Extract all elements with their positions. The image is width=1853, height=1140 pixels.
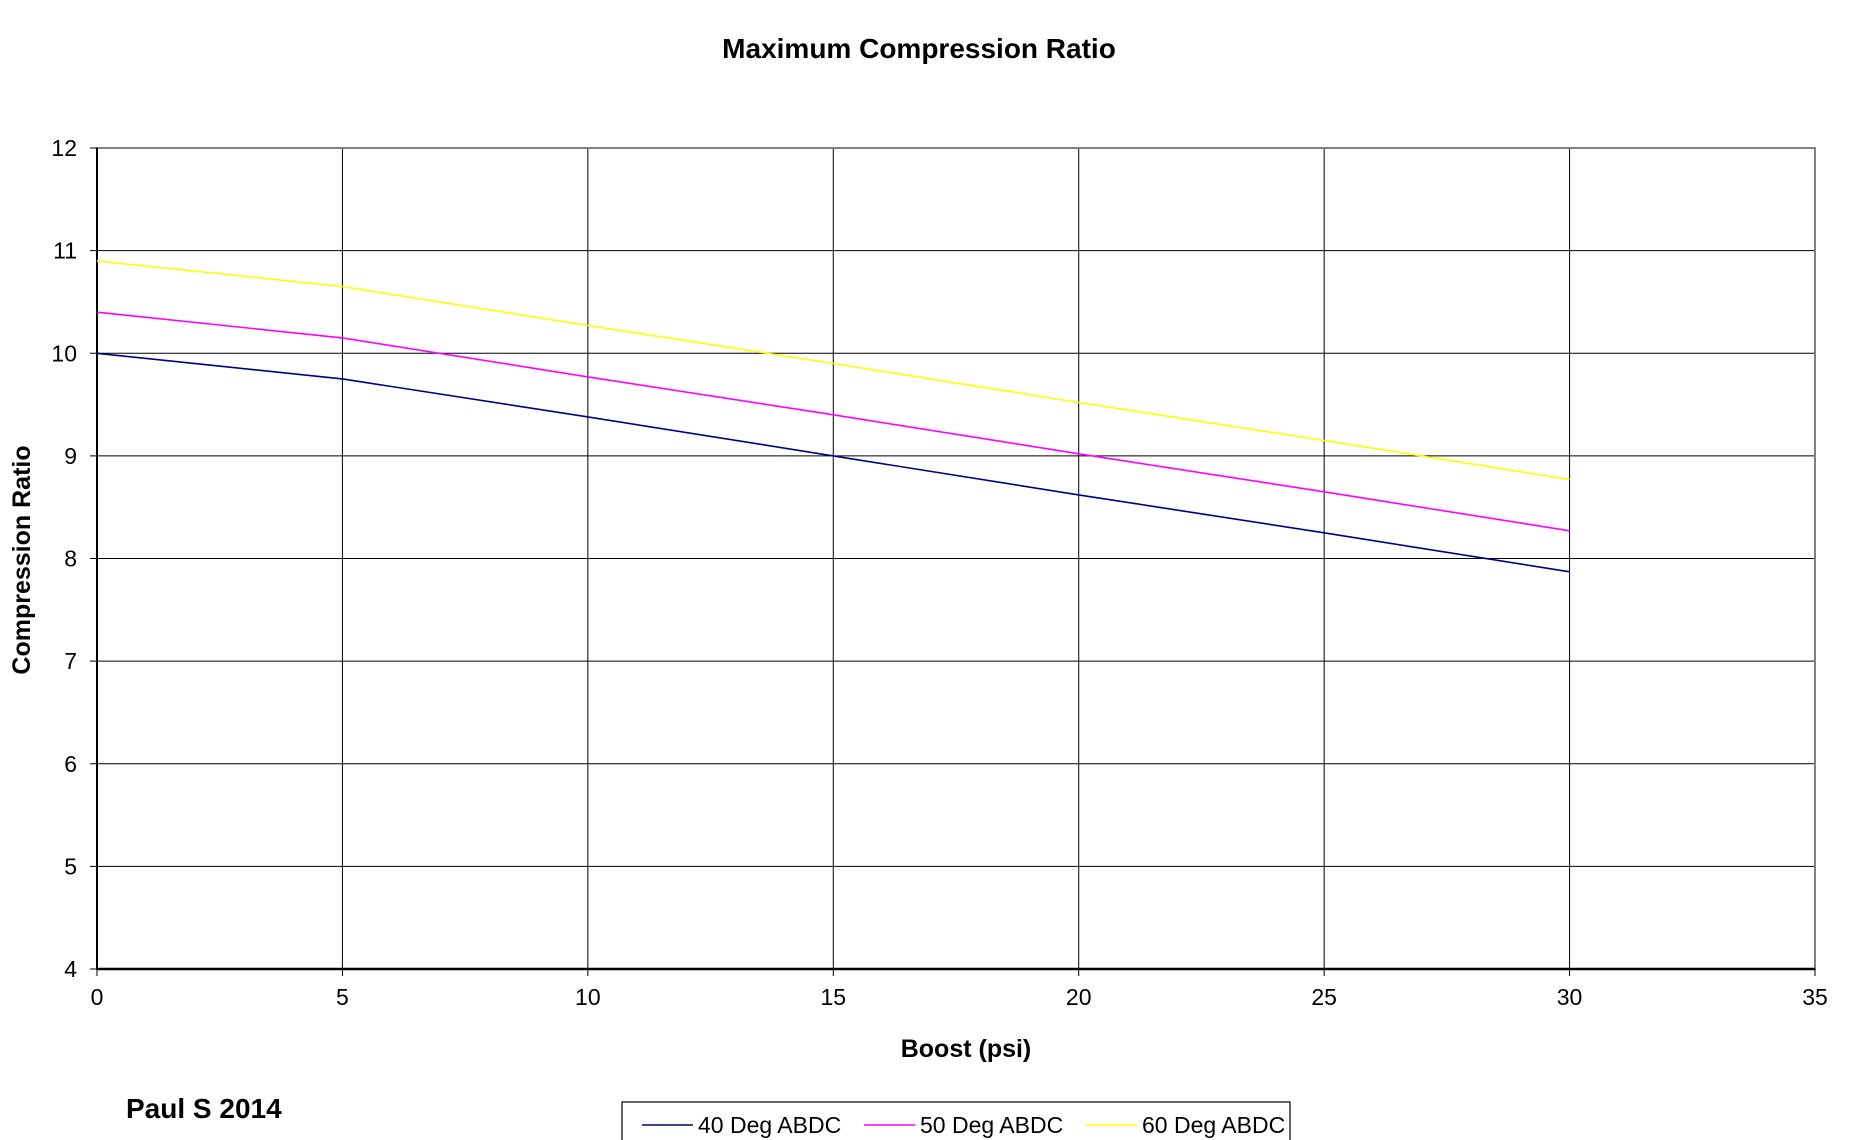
y-tick-label: 6 <box>64 751 77 777</box>
y-tick-label: 11 <box>53 238 77 264</box>
y-axis-title: Compression Ratio <box>8 445 36 674</box>
x-tick-label: 25 <box>1311 984 1337 1010</box>
y-tick-label: 4 <box>64 956 77 982</box>
legend-label-3: 60 Deg ABDC <box>1142 1112 1285 1138</box>
y-tick-labels: 4 5 6 7 8 9 10 11 12 <box>51 135 97 982</box>
y-tick-label: 9 <box>64 443 77 469</box>
author-annotation: Paul S 2014 <box>126 1093 282 1124</box>
legend-box <box>621 1101 1291 1140</box>
y-tick-label: 8 <box>64 546 77 572</box>
x-axis-title: Boost (psi) <box>901 1035 1032 1063</box>
x-tick-label: 5 <box>336 984 349 1010</box>
y-tick-label: 12 <box>51 135 77 161</box>
x-tick-label: 20 <box>1066 984 1092 1010</box>
y-tick-label: 5 <box>64 853 77 879</box>
legend-label-2: 50 Deg ABDC <box>920 1112 1063 1138</box>
x-tick-label: 15 <box>820 984 846 1010</box>
legend: 40 Deg ABDC 50 Deg ABDC 60 Deg ABDC <box>621 1101 1291 1140</box>
series-line-3 <box>96 260 1570 481</box>
x-tick-label: 0 <box>91 984 104 1010</box>
y-tick-label: 10 <box>51 340 77 366</box>
x-tick-labels: 0 5 10 15 20 25 30 35 <box>91 969 1828 1010</box>
y-tick-label: 7 <box>64 648 77 674</box>
legend-label-1: 40 Deg ABDC <box>698 1112 841 1138</box>
x-tick-label: 35 <box>1802 984 1828 1010</box>
plot-grid <box>96 147 1816 971</box>
chart-title: Maximum Compression Ratio <box>722 33 1116 64</box>
series-layer <box>96 260 1570 573</box>
series-line-1 <box>96 352 1570 573</box>
series-line-2 <box>96 311 1570 532</box>
x-tick-label: 30 <box>1557 984 1583 1010</box>
x-tick-label: 10 <box>575 984 601 1010</box>
